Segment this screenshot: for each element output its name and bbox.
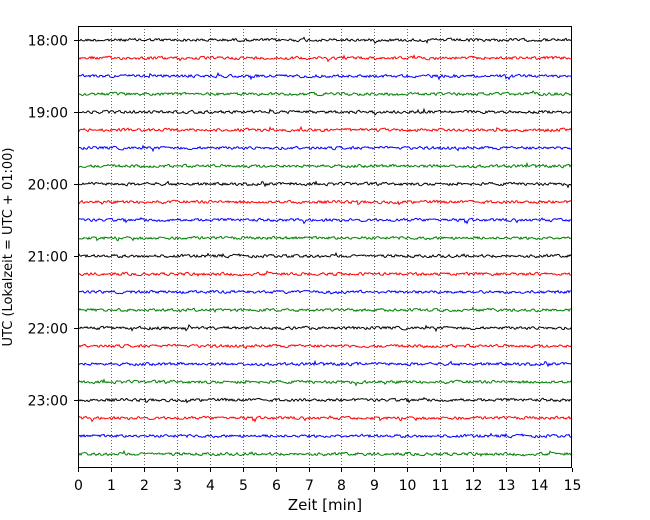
x-tick-label: 9 xyxy=(370,478,379,494)
y-tick-label: 19:00 xyxy=(28,106,68,122)
seismogram-trace xyxy=(77,449,573,457)
x-tick-label: 11 xyxy=(432,478,450,494)
seismogram-trace xyxy=(77,270,573,277)
seismogram-trace xyxy=(77,251,573,259)
x-tick-label: 1 xyxy=(107,478,116,494)
x-axis-ticks: 0 1 2 3 4 5 6 7 8 9 10 11 12 13 14 15 xyxy=(74,468,581,494)
seismogram-trace xyxy=(77,90,573,97)
y-tick-label: 18:00 xyxy=(28,34,68,50)
seismogram-trace xyxy=(77,323,573,333)
y-axis-label: UTC (Lokalzeit = UTC + 01:00) xyxy=(1,148,16,347)
seismogram-trace xyxy=(77,125,573,133)
seismogram-trace xyxy=(77,343,573,350)
seismogram-trace xyxy=(77,180,573,189)
seismogram-trace xyxy=(77,235,573,242)
y-tick-label: 22:00 xyxy=(28,322,68,338)
seismogram-traces xyxy=(77,36,573,457)
x-tick-label: 2 xyxy=(140,478,149,494)
seismogram-trace xyxy=(77,199,573,206)
seismogram-trace xyxy=(77,144,573,153)
x-tick-label: 6 xyxy=(272,478,281,494)
seismogram-trace xyxy=(77,71,573,81)
seismogram-trace xyxy=(77,54,573,63)
y-tick-label: 20:00 xyxy=(28,178,68,194)
seismogram-trace xyxy=(77,107,573,116)
seismogram-trace xyxy=(77,378,573,387)
y-tick-label: 21:00 xyxy=(28,250,68,266)
x-tick-label: 12 xyxy=(465,478,483,494)
y-tick-label: 23:00 xyxy=(28,394,68,410)
x-tick-label: 8 xyxy=(337,478,346,494)
seismogram-trace xyxy=(77,289,573,295)
x-tick-label: 15 xyxy=(564,478,582,494)
seismogram-trace xyxy=(77,415,573,423)
seismogram-trace xyxy=(77,161,573,169)
x-tick-label: 7 xyxy=(305,478,314,494)
seismogram-trace xyxy=(77,432,573,439)
x-tick-label: 10 xyxy=(399,478,417,494)
plot-frame xyxy=(78,26,572,468)
seismogram-trace xyxy=(77,359,573,368)
y-axis-ticks: 18:00 19:00 20:00 21:00 22:00 23:00 xyxy=(28,34,78,410)
seismogram-trace xyxy=(77,216,573,225)
x-tick-label: 14 xyxy=(531,478,549,494)
seismogram-trace xyxy=(77,36,573,44)
seismogram-trace xyxy=(77,396,573,404)
x-tick-label: 13 xyxy=(498,478,516,494)
x-tick-label: 3 xyxy=(173,478,182,494)
x-tick-label: 4 xyxy=(206,478,215,494)
x-axis-label: Zeit [min] xyxy=(288,496,362,514)
x-tick-label: 5 xyxy=(239,478,248,494)
seismogram-trace xyxy=(77,306,573,313)
x-tick-label: 0 xyxy=(74,478,83,494)
